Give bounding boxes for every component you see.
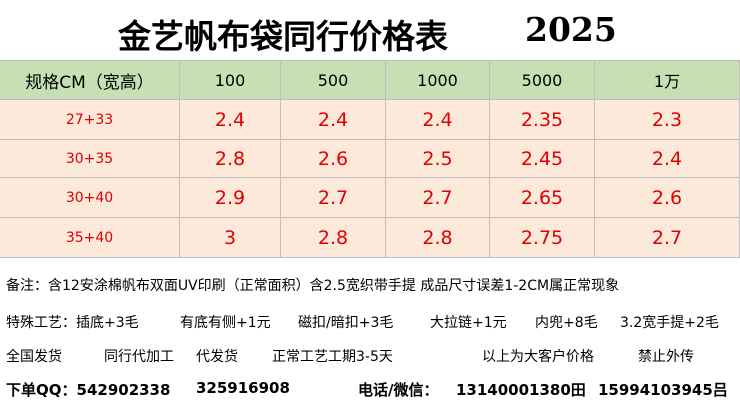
note-text: 电话/微信：: [358, 381, 439, 399]
price-cell: 2.4: [281, 100, 386, 140]
note-text: 同行代加工: [104, 349, 174, 365]
price-cell: 2.4: [180, 100, 281, 140]
note-text: 以上为大客户价格: [482, 349, 594, 365]
price-cell: 2.7: [281, 178, 386, 218]
price-cell: 2.4: [595, 140, 740, 178]
column-header: 1000: [386, 60, 490, 100]
price-cell: 2.8: [180, 140, 281, 178]
price-cell: 2.6: [595, 178, 740, 218]
title: 金艺帆布袋同行价格表: [118, 17, 448, 56]
year: 2025: [525, 10, 617, 49]
note-text: 下单QQ：542902338: [6, 381, 171, 399]
note-text: 磁扣/暗扣+3毛: [298, 315, 394, 331]
note-text: 禁止外传: [638, 349, 694, 365]
price-cell: 2.8: [281, 218, 386, 258]
column-header: 1万: [595, 60, 740, 100]
note-text: 有底有侧+1元: [180, 315, 271, 331]
price-cell: 2.65: [490, 178, 595, 218]
note-text: 全国发货: [6, 349, 62, 365]
note-text: 正常工艺工期3-5天: [272, 349, 393, 365]
price-cell: 2.35: [490, 100, 595, 140]
note-text: 325916908: [196, 379, 290, 397]
price-cell: 2.75: [490, 218, 595, 258]
price-cell: 2.9: [180, 178, 281, 218]
price-cell: 2.5: [386, 140, 490, 178]
note-text: 3.2宽手提+2毛: [620, 315, 719, 331]
size-cell: 30+35: [0, 140, 180, 178]
column-header: 规格CM（宽高）: [0, 60, 180, 100]
size-cell: 30+40: [0, 178, 180, 218]
note-text: 15994103945吕: [598, 381, 728, 399]
price-cell: 2.4: [386, 100, 490, 140]
price-cell: 2.8: [386, 218, 490, 258]
price-cell: 2.3: [595, 100, 740, 140]
price-cell: 3: [180, 218, 281, 258]
note-text: 内兜+8毛: [535, 315, 598, 331]
note-text: 备注：含12安涂棉帆布双面UV印刷（正常面积）含2.5宽织带手提 成品尺寸误差1…: [6, 278, 620, 294]
column-header: 5000: [490, 60, 595, 100]
size-cell: 35+40: [0, 218, 180, 258]
price-cell: 2.6: [281, 140, 386, 178]
price-cell: 2.45: [490, 140, 595, 178]
price-cell: 2.7: [595, 218, 740, 258]
price-cell: 2.7: [386, 178, 490, 218]
note-text: 特殊工艺：插底+3毛: [6, 315, 139, 331]
note-text: 大拉链+1元: [430, 315, 507, 331]
column-header: 500: [281, 60, 386, 100]
note-text: 代发货: [196, 349, 238, 365]
column-header: 100: [180, 60, 281, 100]
note-text: 13140001380田: [456, 381, 586, 399]
size-cell: 27+33: [0, 100, 180, 140]
